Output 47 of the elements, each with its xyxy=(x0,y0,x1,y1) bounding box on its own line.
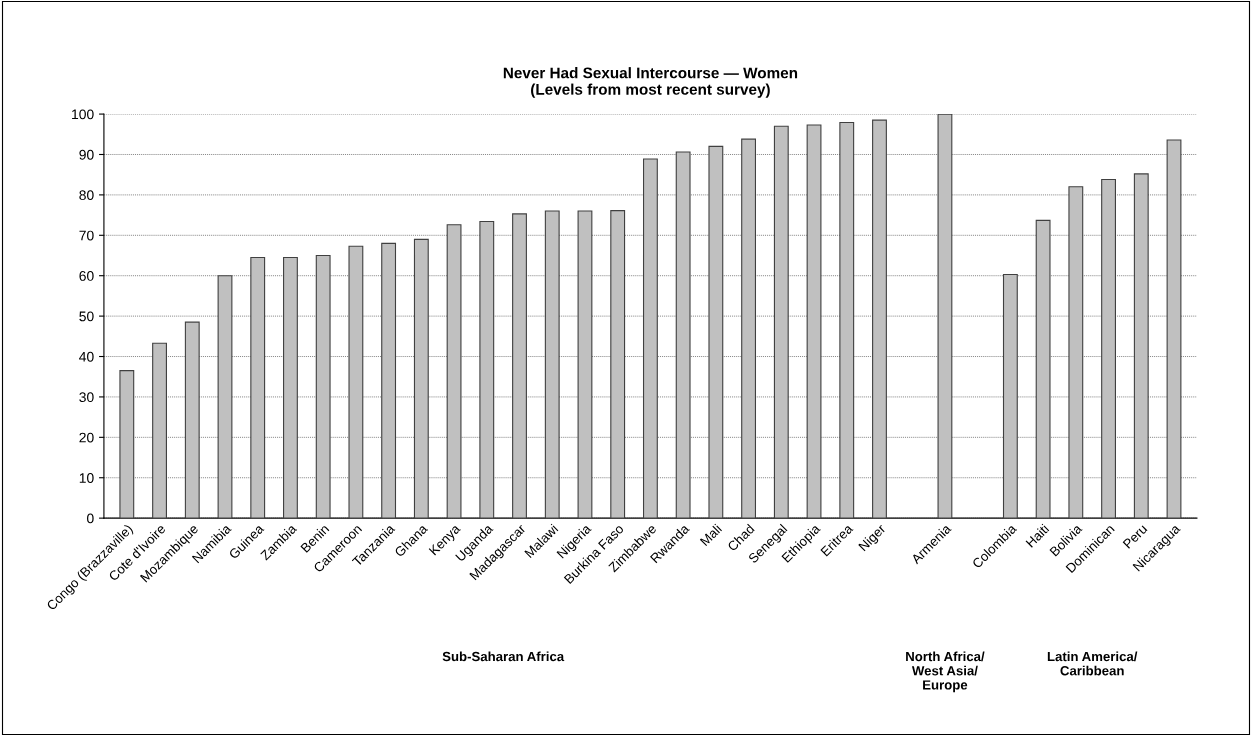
bar xyxy=(1166,139,1182,519)
y-tick-label: 90 xyxy=(79,149,94,160)
y-tick-label: 10 xyxy=(79,473,94,483)
bar xyxy=(1101,178,1116,519)
bar xyxy=(1002,273,1018,519)
bar xyxy=(1035,219,1051,519)
bar xyxy=(937,114,953,519)
bar xyxy=(152,342,167,519)
bar xyxy=(610,210,626,519)
bar xyxy=(348,245,364,519)
y-tick-label: 20 xyxy=(79,432,94,443)
bar xyxy=(479,221,495,519)
bar xyxy=(741,138,757,519)
text: Latin America/ Caribbean xyxy=(1047,651,1138,676)
y-tick-label: 0 xyxy=(87,513,94,524)
bar xyxy=(413,238,429,519)
y-tick-label: 80 xyxy=(79,190,94,201)
bar xyxy=(675,151,691,519)
bar xyxy=(1133,173,1149,519)
y-tick-label: 50 xyxy=(79,311,94,322)
bar xyxy=(446,224,462,519)
y-tick-label: 70 xyxy=(79,230,94,241)
y-tick-label: 40 xyxy=(79,351,94,362)
bar xyxy=(381,242,397,519)
bar xyxy=(544,210,560,519)
bar xyxy=(773,125,789,519)
bar xyxy=(872,119,887,519)
bar xyxy=(217,275,233,519)
bar xyxy=(250,256,266,519)
text: North Africa/ West Asia/ Europe xyxy=(906,651,985,693)
bar xyxy=(184,321,200,519)
y-tick-label: 60 xyxy=(79,271,94,281)
bar xyxy=(642,158,658,519)
y-tick-label: 100 xyxy=(72,109,94,120)
bar xyxy=(708,145,724,519)
y-tick-label: 30 xyxy=(79,392,94,403)
bar xyxy=(577,210,593,519)
bar xyxy=(512,213,527,519)
bar xyxy=(119,370,135,519)
bar xyxy=(283,256,298,519)
text: Sub-Saharan Africa xyxy=(442,651,565,662)
x-tick-label: Mali xyxy=(699,523,723,547)
bar xyxy=(839,122,855,519)
bar xyxy=(315,254,331,519)
bar xyxy=(1068,186,1084,519)
chart-title: Never Had Sexual Intercourse — Women (Levels from most recent survey) xyxy=(503,67,798,98)
bar xyxy=(806,124,822,519)
